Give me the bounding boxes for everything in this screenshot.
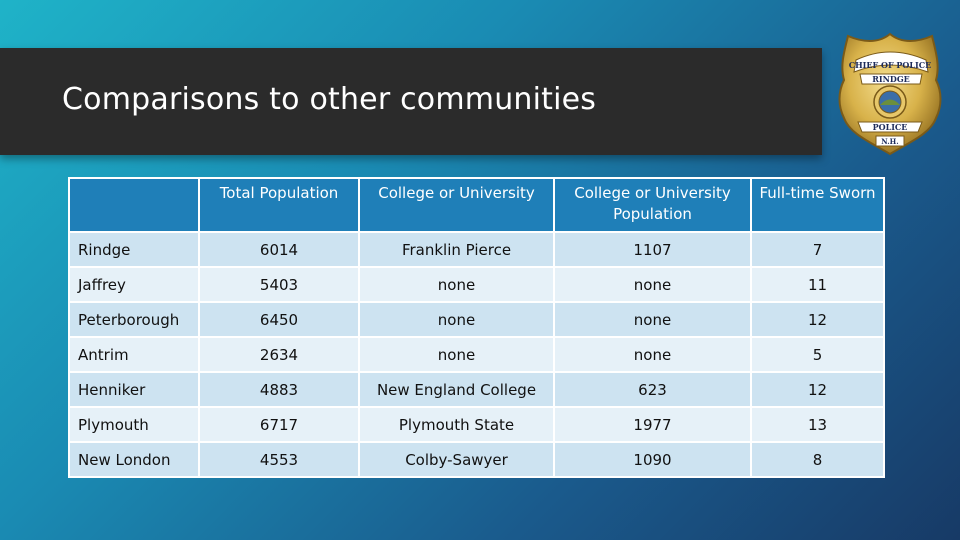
cell-full-time-sworn: 12 bbox=[750, 371, 885, 408]
cell-total-population: 4553 bbox=[198, 441, 360, 478]
table-row: Jaffrey 5403 none none 11 bbox=[68, 266, 885, 303]
cell-community: Jaffrey bbox=[68, 266, 200, 303]
cell-full-time-sworn: 13 bbox=[750, 406, 885, 443]
cell-full-time-sworn: 5 bbox=[750, 336, 885, 373]
table-row: New London 4553 Colby-Sawyer 1090 8 bbox=[68, 441, 885, 478]
header-cell-total-population: Total Population bbox=[198, 177, 360, 233]
cell-total-population: 6450 bbox=[198, 301, 360, 338]
cell-community: Peterborough bbox=[68, 301, 200, 338]
cell-total-population: 6014 bbox=[198, 231, 360, 268]
cell-total-population: 4883 bbox=[198, 371, 360, 408]
cell-college: none bbox=[358, 266, 555, 303]
cell-college-population: 623 bbox=[553, 371, 752, 408]
table-row: Peterborough 6450 none none 12 bbox=[68, 301, 885, 338]
cell-full-time-sworn: 7 bbox=[750, 231, 885, 268]
header-cell-college-population: College or University Population bbox=[553, 177, 752, 233]
badge-top-text: CHIEF OF POLICE bbox=[849, 60, 931, 70]
cell-college-population: 1090 bbox=[553, 441, 752, 478]
police-badge-icon: CHIEF OF POLICE RINDGE POLICE N.H. bbox=[838, 32, 942, 156]
cell-community: Antrim bbox=[68, 336, 200, 373]
badge-ribbon-text: POLICE bbox=[873, 122, 908, 132]
cell-college: Plymouth State bbox=[358, 406, 555, 443]
cell-college: none bbox=[358, 336, 555, 373]
cell-college-population: none bbox=[553, 266, 752, 303]
cell-college-population: none bbox=[553, 336, 752, 373]
header-cell-college: College or University bbox=[358, 177, 555, 233]
cell-college: Franklin Pierce bbox=[358, 231, 555, 268]
cell-college: none bbox=[358, 301, 555, 338]
cell-college-population: 1977 bbox=[553, 406, 752, 443]
comparison-table: Total Population College or University C… bbox=[68, 177, 885, 478]
table-row: Plymouth 6717 Plymouth State 1977 13 bbox=[68, 406, 885, 443]
cell-total-population: 5403 bbox=[198, 266, 360, 303]
cell-full-time-sworn: 8 bbox=[750, 441, 885, 478]
title-bar bbox=[0, 48, 822, 155]
cell-college-population: none bbox=[553, 301, 752, 338]
cell-full-time-sworn: 12 bbox=[750, 301, 885, 338]
table-row: Henniker 4883 New England College 623 12 bbox=[68, 371, 885, 408]
header-cell-full-time-sworn: Full-time Sworn bbox=[750, 177, 885, 233]
table-row: Rindge 6014 Franklin Pierce 1107 7 bbox=[68, 231, 885, 268]
cell-full-time-sworn: 11 bbox=[750, 266, 885, 303]
table-row: Antrim 2634 none none 5 bbox=[68, 336, 885, 373]
cell-total-population: 2634 bbox=[198, 336, 360, 373]
header-cell-community bbox=[68, 177, 200, 233]
cell-college: New England College bbox=[358, 371, 555, 408]
cell-community: New London bbox=[68, 441, 200, 478]
cell-college-population: 1107 bbox=[553, 231, 752, 268]
cell-community: Henniker bbox=[68, 371, 200, 408]
cell-total-population: 6717 bbox=[198, 406, 360, 443]
cell-community: Plymouth bbox=[68, 406, 200, 443]
cell-community: Rindge bbox=[68, 231, 200, 268]
slide-title: Comparisons to other communities bbox=[62, 82, 597, 117]
badge-state-text: N.H. bbox=[881, 137, 898, 146]
cell-college: Colby-Sawyer bbox=[358, 441, 555, 478]
table-header-row: Total Population College or University C… bbox=[68, 177, 885, 233]
badge-town-text: RINDGE bbox=[872, 74, 910, 84]
